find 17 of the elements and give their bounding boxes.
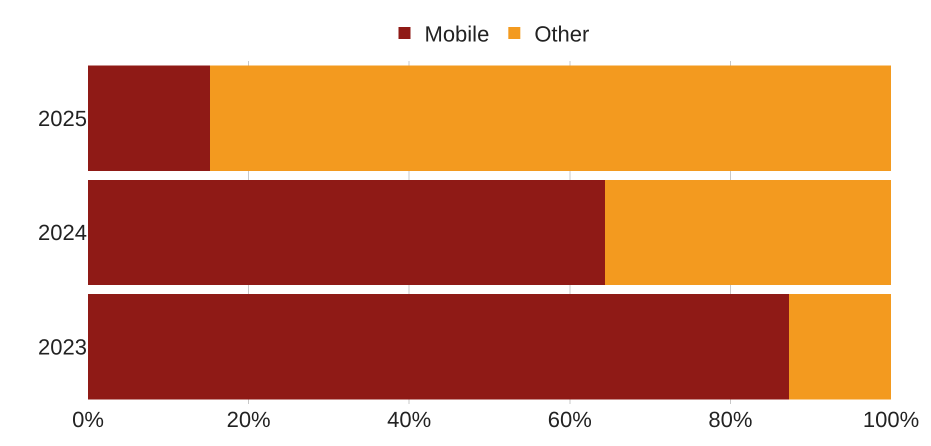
bar	[88, 66, 210, 171]
y-tick-label: 2023	[38, 334, 87, 360]
bar	[605, 180, 891, 286]
y-tick-label: 2025	[38, 106, 87, 131]
x-tick-label: 40%	[387, 407, 432, 432]
x-tick-label: 100%	[862, 407, 920, 432]
legend-label: Other	[534, 22, 590, 47]
y-tick-label: 2024	[38, 220, 87, 246]
bar	[88, 180, 606, 286]
bar	[88, 294, 790, 400]
x-tick-label: 0%	[72, 407, 104, 432]
x-tick-label: 80%	[708, 407, 752, 432]
bar	[210, 66, 891, 171]
x-tick-label: 20%	[226, 407, 271, 432]
bar	[789, 294, 891, 400]
x-tick-label: 60%	[548, 407, 592, 432]
legend-label: Mobile	[424, 22, 490, 47]
